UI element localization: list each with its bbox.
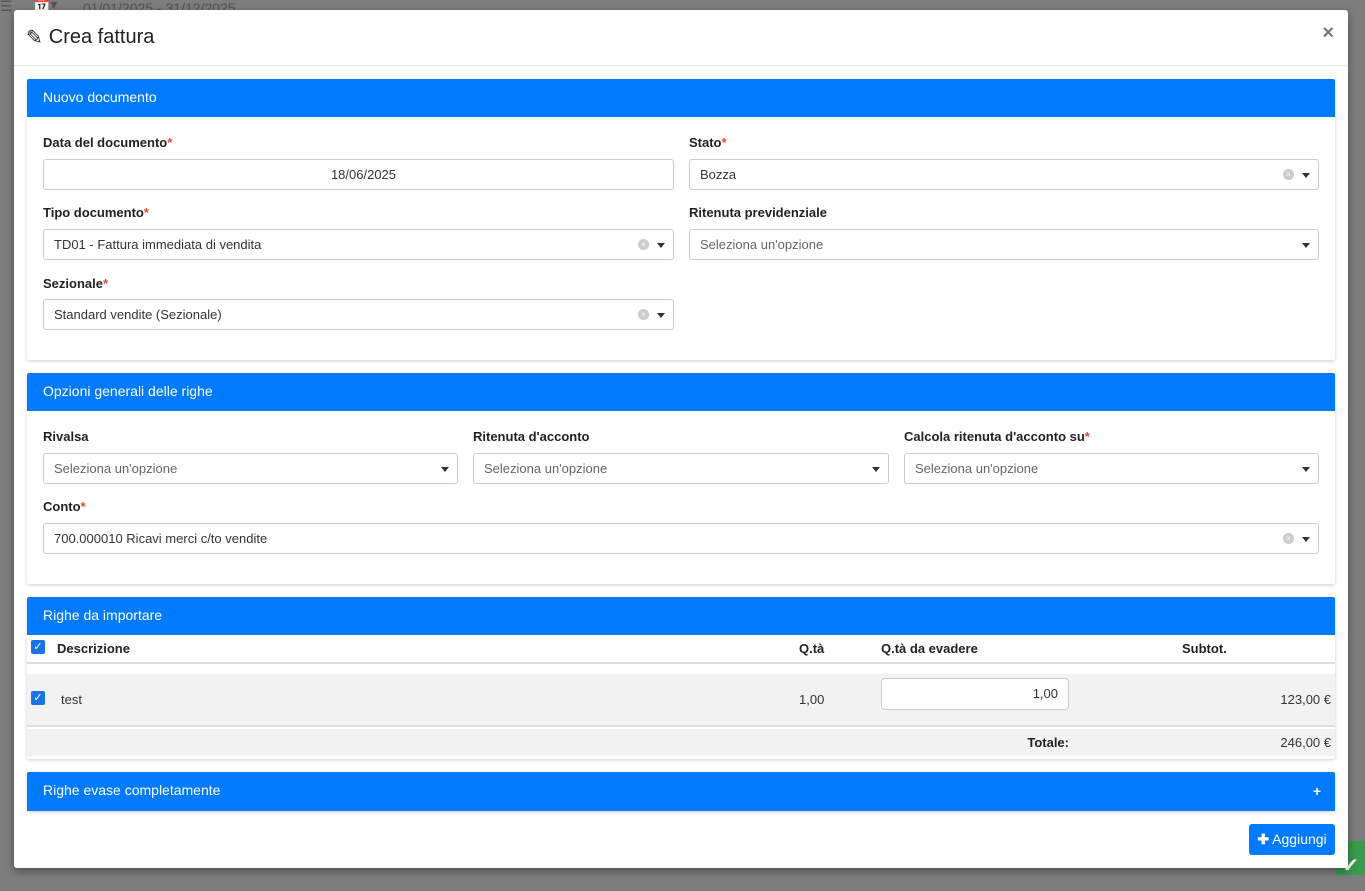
- rivalsa-select[interactable]: Seleziona un'opzione: [43, 453, 458, 484]
- ritenuta-select[interactable]: Seleziona un'opzione: [473, 453, 889, 484]
- modal-header: ✎ Crea fattura ×: [14, 10, 1348, 66]
- create-invoice-modal: ✎ Crea fattura × Nuovo documento Data de…: [14, 10, 1348, 868]
- panel-header[interactable]: Righe evase completamente +: [27, 772, 1335, 811]
- sezionale-select[interactable]: Standard vendite (Sezionale) ×: [43, 299, 674, 330]
- col-qta-evadere: Q.tà da evadere: [881, 641, 978, 656]
- chevron-down-icon: [657, 243, 665, 248]
- select-all-checkbox[interactable]: ✓: [31, 640, 45, 654]
- ritenuta-prev-label: Ritenuta previdenziale: [689, 205, 827, 220]
- total-label: Totale:: [1027, 735, 1069, 750]
- tipo-select[interactable]: TD01 - Fattura immediata di vendita ×: [43, 229, 674, 260]
- calcola-label: Calcola ritenuta d'acconto su*: [904, 429, 1090, 444]
- col-qta: Q.tà: [799, 641, 825, 656]
- conto-select[interactable]: 700.000010 Ricavi merci c/to vendite ×: [43, 523, 1319, 554]
- modal-title: ✎ Crea fattura: [26, 25, 154, 50]
- ritenuta-label: Ritenuta d'acconto: [473, 429, 590, 444]
- panel-header: Righe da importare: [27, 597, 1335, 635]
- row-qta: 1,00: [799, 692, 825, 707]
- sezionale-label: Sezionale*: [43, 276, 109, 291]
- close-button[interactable]: ×: [1322, 22, 1334, 44]
- panel-header: Nuovo documento: [27, 79, 1335, 117]
- panel-header: Opzioni generali delle righe: [27, 373, 1335, 411]
- row-descrizione: test: [61, 692, 82, 707]
- clear-icon[interactable]: ×: [1283, 533, 1294, 544]
- chevron-down-icon: [1302, 173, 1310, 178]
- panel-righe-evase[interactable]: Righe evase completamente +: [27, 772, 1335, 811]
- pencil-icon: ✎: [26, 27, 43, 49]
- row-checkbox[interactable]: ✓: [31, 691, 45, 705]
- chevron-down-icon: [441, 467, 449, 472]
- plus-icon: ✚: [1257, 831, 1270, 847]
- conto-label: Conto*: [43, 499, 86, 514]
- chevron-down-icon: [872, 467, 880, 472]
- ritenuta-prev-select[interactable]: Seleziona un'opzione: [689, 229, 1319, 260]
- table-row: ✓ test 1,00 1,00 123,00 €: [27, 674, 1335, 727]
- col-descrizione: Descrizione: [57, 641, 130, 656]
- date-input[interactable]: 18/06/2025: [43, 159, 674, 190]
- chevron-down-icon: [657, 313, 665, 318]
- panel-nuovo-documento: Nuovo documento Data del documento* 18/0…: [27, 79, 1335, 360]
- qta-evadere-input[interactable]: 1,00: [881, 678, 1069, 710]
- calendar-icon: 📅▾: [33, 0, 58, 12]
- chevron-down-icon: [1302, 467, 1310, 472]
- row-subtot: 123,00 €: [1280, 692, 1331, 707]
- aggiungi-button[interactable]: ✚ Aggiungi: [1249, 824, 1335, 855]
- rivalsa-label: Rivalsa: [43, 429, 89, 444]
- clear-icon[interactable]: ×: [638, 309, 649, 320]
- table-header: ✓ Descrizione Q.tà Q.tà da evadere Subto…: [27, 634, 1335, 664]
- plus-icon[interactable]: +: [1312, 783, 1321, 799]
- chevron-down-icon: [1302, 537, 1310, 542]
- total-value: 246,00 €: [1280, 735, 1331, 750]
- calcola-select[interactable]: Seleziona un'opzione: [904, 453, 1319, 484]
- tipo-label: Tipo documento*: [43, 205, 149, 220]
- clear-icon[interactable]: ×: [1283, 169, 1294, 180]
- col-subtot: Subtot.: [1182, 641, 1227, 656]
- clear-icon[interactable]: ×: [638, 239, 649, 250]
- stato-label: Stato*: [689, 135, 727, 150]
- modal-title-text: Crea fattura: [48, 26, 155, 48]
- date-label: Data del documento*: [43, 135, 173, 150]
- menu-icon: ☰: [0, 0, 13, 14]
- panel-righe-importare: Righe da importare ✓ Descrizione Q.tà Q.…: [27, 597, 1335, 759]
- table-total-row: Totale: 246,00 €: [27, 729, 1335, 756]
- chevron-down-icon: [1302, 243, 1310, 248]
- panel-title: Righe evase completamente: [43, 782, 221, 798]
- panel-opzioni-righe: Opzioni generali delle righe Rivalsa Sel…: [27, 373, 1335, 584]
- stato-select[interactable]: Bozza ×: [689, 159, 1319, 190]
